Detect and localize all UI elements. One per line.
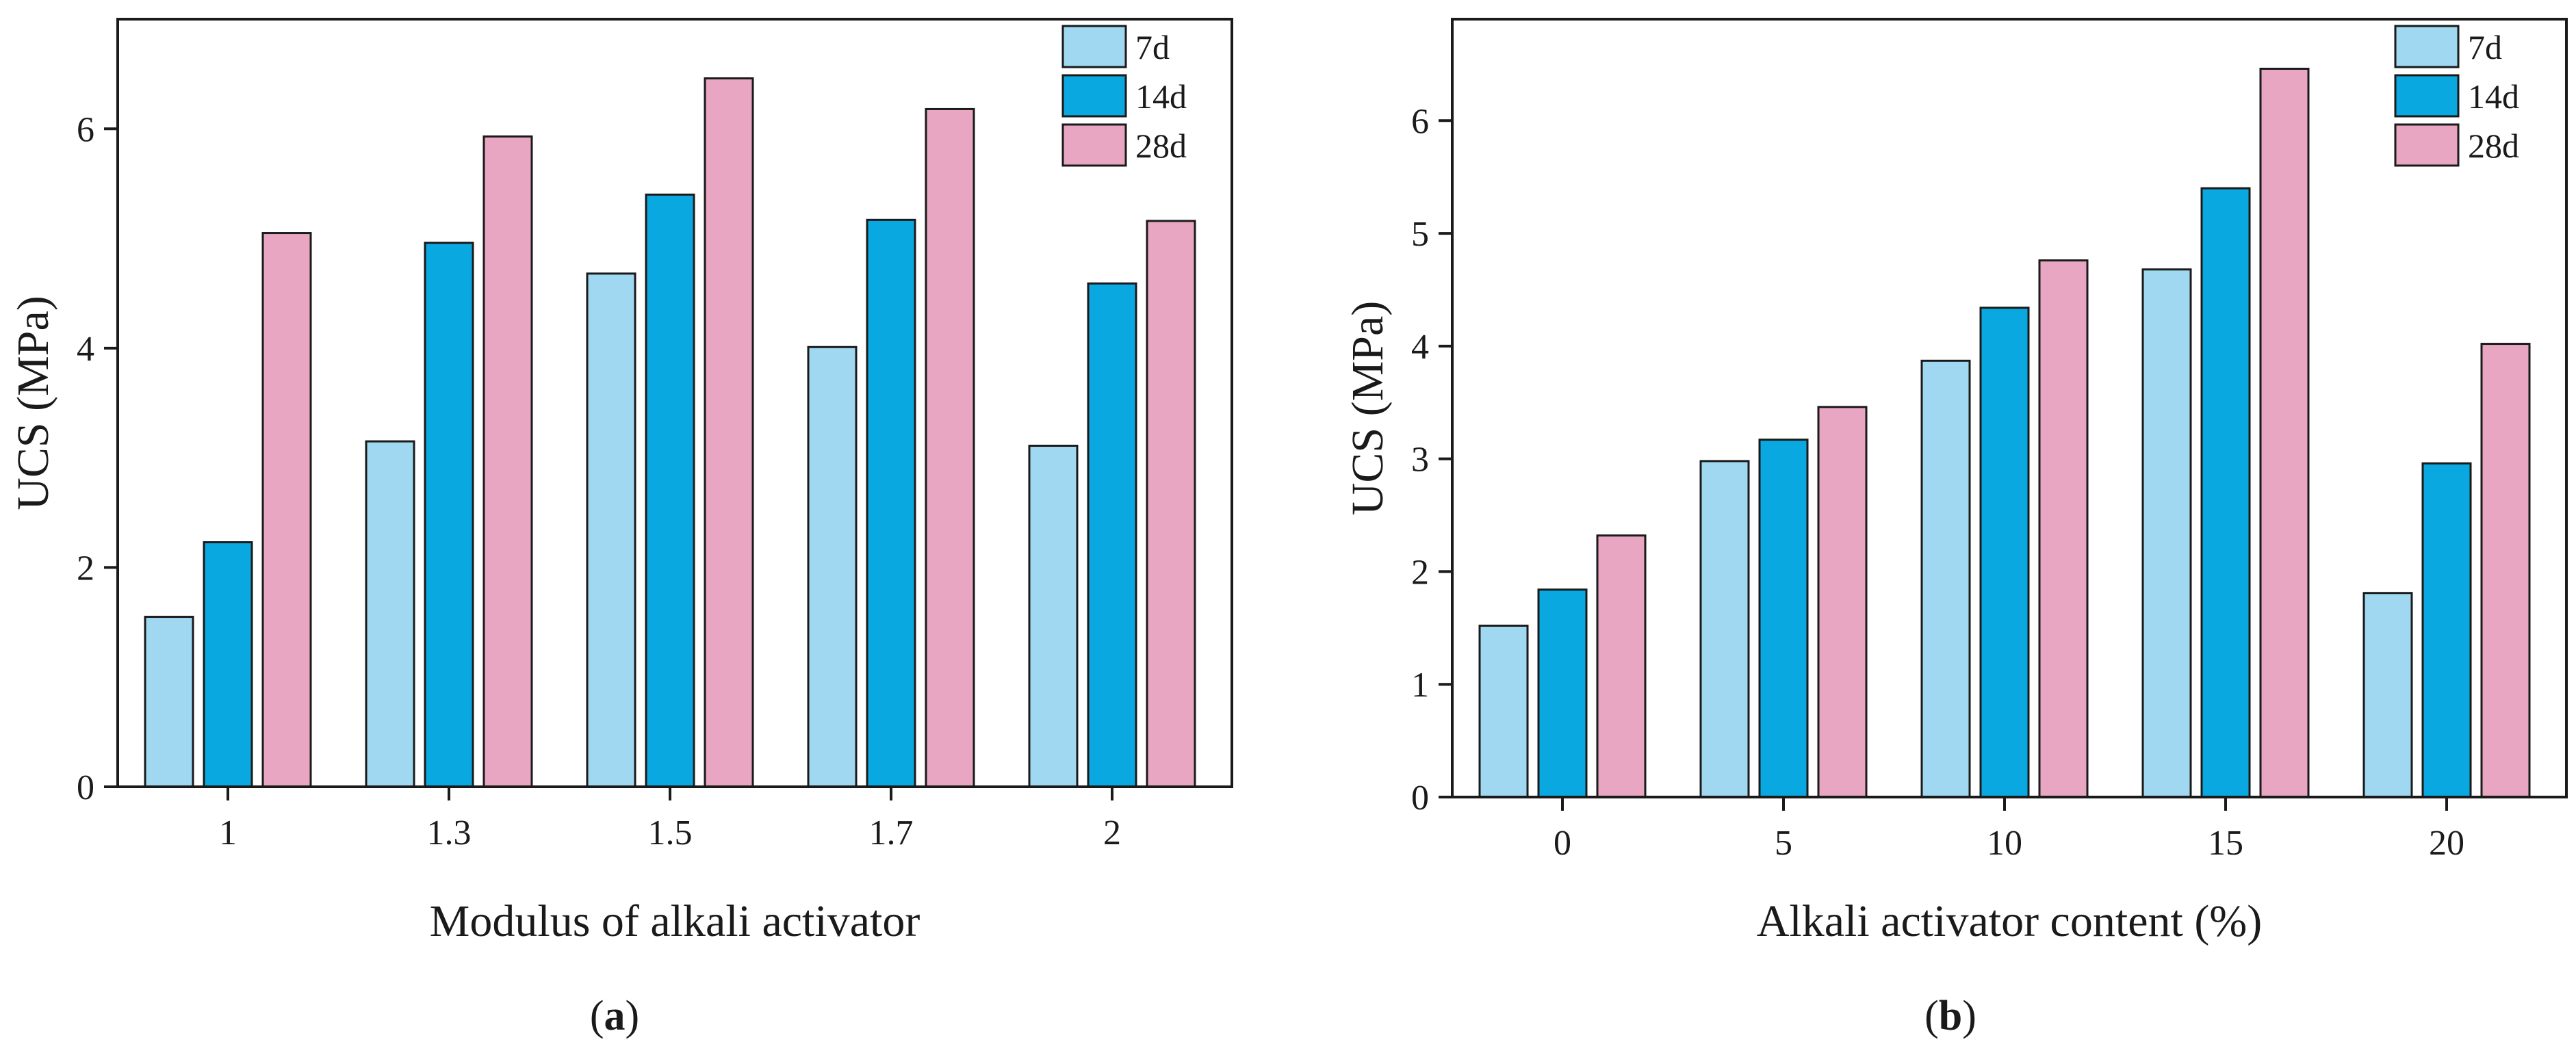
bar-a-7d-1.3 (365, 440, 415, 788)
x-tick-label-a-1.5: 1.5 (648, 813, 693, 852)
bar-a-28d-1.3 (482, 135, 533, 788)
bar-a-14d-1 (203, 541, 253, 788)
legend-label-a-14d: 14d (1135, 77, 1187, 116)
legend-label-a-28d: 28d (1135, 127, 1187, 165)
y-axis-title-a: UCS (MPa) (8, 296, 58, 510)
bar-b-28d-20 (2480, 343, 2531, 798)
x-tick-label-a-1.3: 1.3 (427, 813, 472, 852)
bar-a-7d-1.7 (807, 346, 858, 788)
legend-swatch-a-28d (1061, 123, 1127, 167)
y-tick-label-b-4: 4 (1411, 328, 1429, 367)
y-tick-label-b-0: 0 (1411, 779, 1429, 818)
x-tick-label-b-15: 15 (2208, 824, 2243, 863)
bar-b-14d-5 (1758, 439, 1809, 798)
x-tick-label-b-20: 20 (2429, 824, 2464, 863)
legend-swatch-b-14d (2394, 74, 2460, 118)
y-tick-label-a-2: 2 (77, 549, 94, 588)
bar-b-28d-10 (2038, 259, 2089, 798)
bar-b-14d-20 (2421, 462, 2472, 798)
bar-a-7d-1 (144, 616, 194, 788)
bar-b-28d-15 (2259, 68, 2310, 798)
y-tick-label-b-2: 2 (1411, 553, 1429, 592)
x-axis-title-a: Modulus of alkali activator (430, 896, 920, 946)
legend-label-b-7d: 7d (2468, 28, 2502, 66)
y-axis-title-b: UCS (MPa) (1343, 301, 1393, 516)
bar-a-14d-1.7 (866, 218, 916, 788)
chart-panel-a: 1 1.3 1.5 1.7 2 0 2 4 6 Modulus of alkali activat… (8, 18, 1233, 946)
x-tick-label-b-10: 10 (1987, 824, 2022, 863)
legend-swatch-b-7d (2394, 25, 2460, 68)
plot-frame-a (116, 18, 1233, 788)
bar-b-7d-0 (1478, 625, 1529, 798)
x-axis-title-b: Alkali activator content (%) (1757, 896, 2263, 946)
y-tick-label-a-6: 6 (77, 110, 94, 149)
legend-swatch-a-14d (1061, 74, 1127, 118)
legend-label-a-7d: 7d (1135, 28, 1170, 66)
bar-a-14d-1.5 (645, 193, 695, 788)
legend-label-b-28d: 28d (2468, 127, 2519, 165)
legend-label-b-14d: 14d (2468, 77, 2519, 116)
bar-a-7d-2 (1028, 445, 1079, 788)
bar-b-14d-10 (1979, 307, 2030, 798)
bar-b-28d-0 (1596, 534, 1647, 798)
chart-panel-b: 0 5 10 15 20 0 1 2 3 4 5 6 Alkali activator content … (1343, 18, 2568, 946)
x-tick-label-a-1: 1 (219, 813, 237, 852)
x-tick-label-b-5: 5 (1775, 824, 1792, 863)
bar-b-14d-15 (2200, 187, 2251, 798)
bar-b-7d-20 (2362, 592, 2413, 798)
bar-a-28d-1 (261, 232, 312, 788)
x-tick-label-a-1.7: 1.7 (869, 813, 914, 852)
y-tick-label-b-5: 5 (1411, 215, 1429, 254)
y-tick-label-b-3: 3 (1411, 441, 1429, 480)
bar-b-7d-10 (1920, 359, 1971, 798)
plot-frame-b (1451, 18, 2568, 798)
x-tick-label-a-2: 2 (1103, 813, 1121, 852)
bar-a-28d-1.5 (704, 77, 754, 788)
bar-a-28d-2 (1146, 220, 1196, 788)
bar-b-14d-0 (1537, 588, 1588, 798)
bar-a-14d-1.3 (424, 242, 474, 788)
panel-label-a: (a) (590, 993, 639, 1039)
bar-a-28d-1.7 (925, 107, 975, 788)
legend-swatch-a-7d (1061, 25, 1127, 68)
bar-b-7d-15 (2141, 268, 2192, 798)
y-tick-label-a-0: 0 (77, 768, 94, 807)
y-tick-label-a-4: 4 (77, 330, 94, 369)
x-tick-label-b-0: 0 (1554, 824, 1571, 863)
bar-a-14d-2 (1087, 282, 1137, 788)
panel-label-b: (b) (1924, 993, 1976, 1039)
y-tick-label-b-1: 1 (1411, 666, 1429, 705)
bar-a-7d-1.5 (586, 272, 636, 788)
legend-swatch-b-28d (2394, 123, 2460, 167)
bar-b-7d-5 (1699, 460, 1750, 798)
bar-b-28d-5 (1817, 406, 1868, 798)
y-tick-label-b-6: 6 (1411, 102, 1429, 141)
